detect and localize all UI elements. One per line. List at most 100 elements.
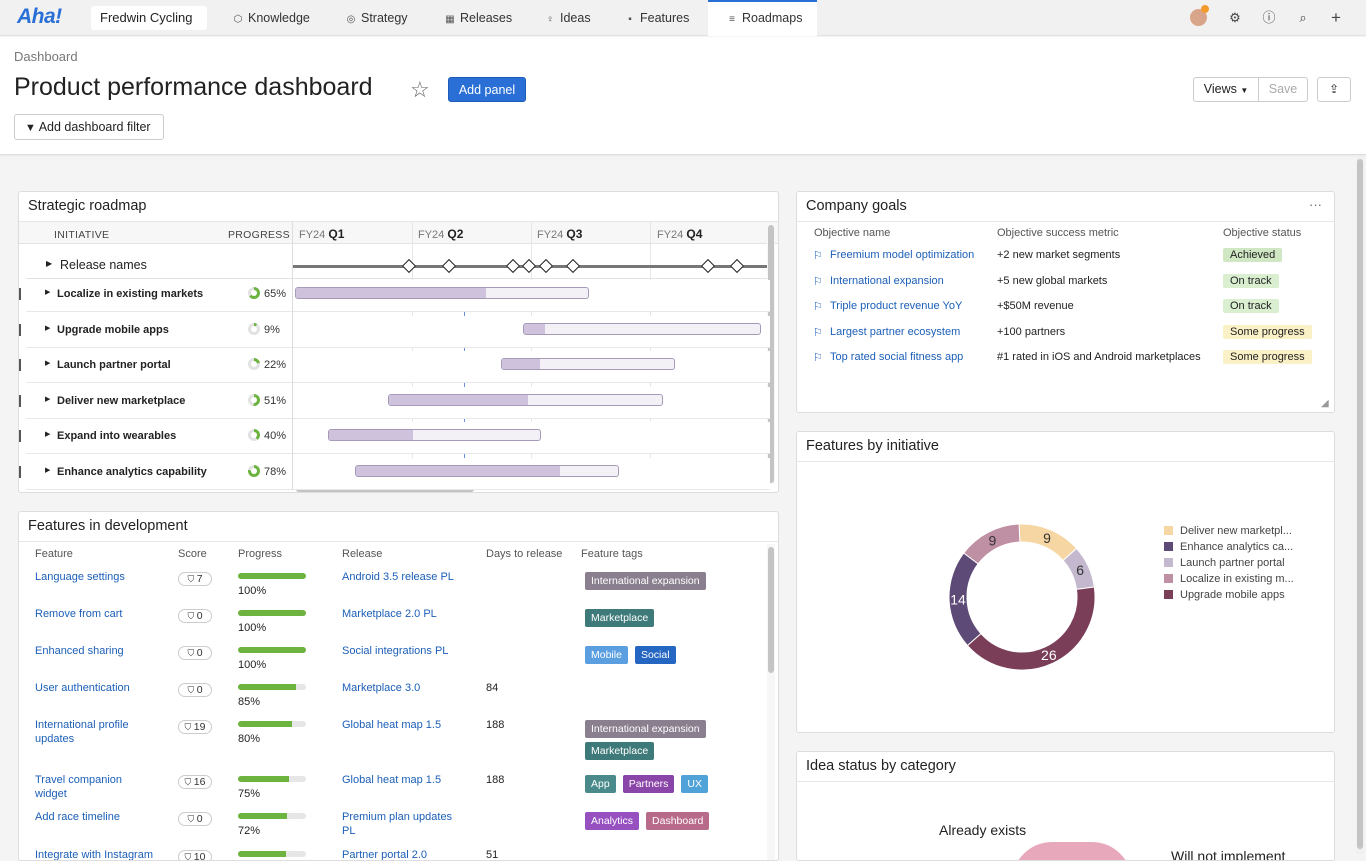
release-milestone[interactable] bbox=[565, 258, 581, 274]
views-label: Views bbox=[1203, 82, 1237, 96]
initiative-bar[interactable] bbox=[523, 322, 761, 335]
feature-tag[interactable]: Social bbox=[634, 646, 679, 664]
initiative-progress: 78% bbox=[248, 458, 286, 490]
objective-link[interactable]: Largest partner ecosystem bbox=[830, 325, 961, 338]
release-link[interactable]: PL bbox=[342, 825, 356, 837]
release-milestone[interactable] bbox=[401, 258, 417, 274]
tab-knowledge[interactable]: ⬡ Knowledge bbox=[231, 0, 310, 36]
release-milestone[interactable] bbox=[538, 258, 554, 274]
initiative-bar[interactable] bbox=[328, 429, 541, 441]
feature-link[interactable]: Language settings bbox=[35, 571, 125, 583]
feature-link[interactable]: widget bbox=[35, 788, 67, 800]
tab-ideas[interactable]: ♀ Ideas bbox=[543, 0, 590, 36]
donut-slice[interactable] bbox=[966, 586, 1096, 671]
roadmap-row[interactable]: ▶ Upgrade mobile apps 9% bbox=[19, 315, 770, 348]
legend-item[interactable]: Upgrade mobile apps bbox=[1164, 587, 1294, 603]
initiative-bar[interactable] bbox=[388, 393, 663, 406]
roadmap-row[interactable]: ▶ Expand into wearables 40% bbox=[19, 422, 770, 454]
breadcrumb[interactable]: Dashboard bbox=[14, 49, 78, 64]
tag-label: Mobile bbox=[585, 646, 628, 664]
feature-tag[interactable]: App bbox=[585, 775, 619, 793]
roadmap-row[interactable]: ▶ Deliver new marketplace 51% bbox=[19, 386, 770, 419]
feature-tag[interactable]: International expansion bbox=[585, 572, 709, 590]
share-icon[interactable]: ⇪ bbox=[1317, 77, 1351, 102]
objective-link[interactable]: Triple product revenue YoY bbox=[830, 300, 963, 312]
feature-link[interactable]: Enhanced sharing bbox=[35, 645, 124, 657]
tab-strategy[interactable]: ◎ Strategy bbox=[344, 0, 408, 36]
initiative-name: Expand into wearables bbox=[57, 430, 177, 442]
feature-tag[interactable]: Dashboard bbox=[646, 812, 712, 830]
more-icon[interactable]: ··· bbox=[1309, 197, 1322, 212]
objective-link[interactable]: Top rated social fitness app bbox=[830, 351, 964, 363]
tab-roadmaps[interactable]: ≡ Roadmaps bbox=[708, 0, 817, 36]
star-icon[interactable]: ☆ bbox=[410, 77, 430, 102]
donut-slice[interactable] bbox=[963, 523, 1021, 565]
aha-logo[interactable]: Aha! bbox=[17, 5, 62, 28]
release-milestone[interactable] bbox=[700, 258, 716, 274]
caret-right-icon: ▶ bbox=[45, 395, 51, 403]
release-milestone[interactable] bbox=[729, 258, 745, 274]
legend-item[interactable]: Deliver new marketpl... bbox=[1164, 523, 1294, 539]
help-icon[interactable]: ⓘ bbox=[1262, 10, 1276, 25]
feature-tag[interactable]: Analytics bbox=[585, 812, 642, 830]
roadmap-row[interactable]: ▶ Enhance analytics capability 78% bbox=[19, 457, 770, 490]
release-milestone[interactable] bbox=[441, 258, 457, 274]
initiative-bar[interactable] bbox=[295, 287, 589, 299]
roadmap-scrollbar[interactable] bbox=[767, 222, 775, 484]
feature-tag[interactable]: Marketplace bbox=[585, 742, 657, 760]
feature-link[interactable]: Integrate with Instagram bbox=[35, 849, 154, 861]
roadmap-row[interactable]: ▶ Localize in existing markets 65% bbox=[19, 280, 770, 312]
days-to-release: 51 bbox=[486, 849, 499, 861]
views-button[interactable]: Views ▼ bbox=[1193, 77, 1259, 102]
initiative-bar[interactable] bbox=[501, 358, 675, 370]
feature-tag[interactable]: International expansion bbox=[585, 720, 709, 738]
horizontal-scrollbar[interactable] bbox=[296, 487, 474, 492]
feature-tag[interactable]: UX bbox=[681, 775, 711, 793]
objective-link[interactable]: Freemium model optimization bbox=[830, 249, 975, 261]
plus-icon[interactable]: + bbox=[1331, 8, 1341, 27]
feature-tag[interactable]: Mobile bbox=[585, 646, 631, 664]
feature-link[interactable]: International profile bbox=[35, 719, 129, 731]
feature-link[interactable]: Add race timeline bbox=[35, 811, 120, 823]
release-link[interactable]: Marketplace 2.0 PL bbox=[342, 608, 437, 620]
legend-item[interactable]: Launch partner portal bbox=[1164, 555, 1294, 571]
save-button[interactable]: Save bbox=[1258, 77, 1308, 102]
tab-releases[interactable]: ▦ Releases bbox=[443, 0, 512, 36]
features-scrollbar[interactable] bbox=[767, 544, 775, 860]
tab-features[interactable]: ▪ Features bbox=[623, 0, 689, 36]
legend-item[interactable]: Localize in existing m... bbox=[1164, 571, 1294, 587]
row-marker bbox=[19, 323, 21, 336]
feature-link[interactable]: Remove from cart bbox=[35, 608, 123, 620]
release-milestone[interactable] bbox=[521, 258, 537, 274]
days-to-release: 188 bbox=[486, 719, 505, 731]
gear-icon[interactable]: ⚙ bbox=[1229, 10, 1241, 25]
initiative-bar[interactable] bbox=[355, 464, 619, 477]
legend-item[interactable]: Enhance analytics ca... bbox=[1164, 539, 1294, 555]
feature-link[interactable]: User authentication bbox=[35, 682, 130, 694]
roadmap-row[interactable]: ▶ Launch partner portal 22% bbox=[19, 351, 770, 383]
release-names-row[interactable]: ▶ Release names bbox=[26, 254, 770, 279]
feature-tag[interactable]: Marketplace bbox=[585, 609, 657, 627]
avatar[interactable] bbox=[1190, 5, 1209, 26]
feature-tag[interactable]: Partners bbox=[622, 775, 678, 793]
release-link[interactable]: Partner portal 2.0 bbox=[342, 849, 427, 861]
page-scrollbar[interactable] bbox=[1356, 157, 1364, 854]
release-link[interactable]: Global heat map 1.5 bbox=[342, 774, 442, 786]
objective-link[interactable]: International expansion bbox=[830, 274, 944, 287]
release-link[interactable]: Social integrations PL bbox=[342, 645, 449, 657]
filter-icon: ▼ bbox=[25, 122, 36, 134]
search-icon[interactable]: ⌕ bbox=[1299, 10, 1307, 25]
resize-handle-icon[interactable]: ◢ bbox=[1321, 398, 1329, 409]
add-dashboard-filter-button[interactable]: ▼ Add dashboard filter bbox=[14, 114, 164, 140]
workspace-selector[interactable]: Fredwin Cycling ▼ bbox=[91, 6, 207, 48]
release-link[interactable]: Marketplace 3.0 bbox=[342, 682, 421, 694]
release-link[interactable]: Global heat map 1.5 bbox=[342, 719, 442, 731]
release-link[interactable]: Android 3.5 release PL bbox=[342, 571, 454, 583]
release-link[interactable]: Premium plan updates bbox=[342, 811, 453, 823]
feature-score: ⛉ 7 bbox=[178, 571, 212, 586]
score-pill: ⛉ 10 bbox=[178, 850, 212, 860]
release-milestone[interactable] bbox=[505, 258, 521, 274]
feature-link[interactable]: Travel companion bbox=[35, 774, 123, 786]
feature-link[interactable]: updates bbox=[35, 733, 75, 745]
add-panel-button[interactable]: Add panel bbox=[448, 77, 526, 102]
